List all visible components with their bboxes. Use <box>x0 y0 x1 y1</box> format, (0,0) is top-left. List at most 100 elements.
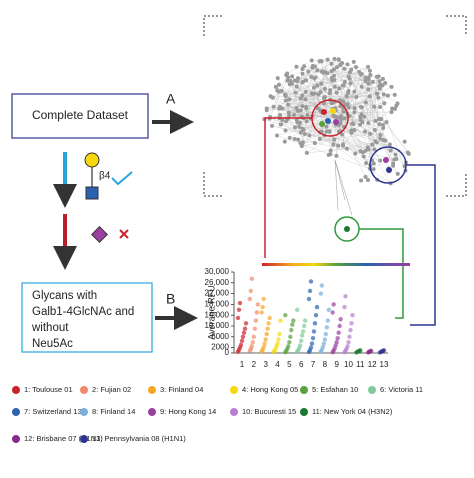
network-node <box>344 146 349 151</box>
network-node <box>346 74 351 79</box>
network-node <box>367 68 372 73</box>
network-node <box>351 59 356 64</box>
network-node <box>387 142 392 147</box>
data-point <box>235 315 241 321</box>
network-edge <box>327 59 395 160</box>
network-node <box>363 129 368 134</box>
network-node <box>360 120 365 125</box>
filtered-box <box>21 282 153 353</box>
x-tick-label: 6 <box>299 360 304 369</box>
network-node <box>303 97 308 102</box>
network-node <box>332 84 337 89</box>
legend-label: 5: Esfahan 10 <box>312 385 358 394</box>
network-node <box>304 106 309 111</box>
network-node <box>304 119 309 124</box>
network-node <box>336 115 341 120</box>
network-node <box>300 140 305 145</box>
legend-swatch <box>148 408 156 416</box>
y-tick-label: 14,000 <box>205 310 230 319</box>
data-point <box>259 310 264 315</box>
network-node <box>301 127 306 132</box>
network-node <box>352 128 357 133</box>
network-node <box>286 75 291 80</box>
network-node <box>368 131 373 136</box>
network-node <box>294 106 299 111</box>
network-node <box>294 84 299 89</box>
network-node <box>349 67 354 72</box>
network-node <box>295 120 300 125</box>
network-node <box>337 86 342 91</box>
network-edge <box>330 89 355 109</box>
network-node <box>321 96 326 101</box>
data-point <box>326 307 332 312</box>
network-node <box>348 81 353 86</box>
network-node <box>292 78 297 83</box>
legend-label: 2: Fujian 02 <box>92 385 131 394</box>
legend-swatch <box>230 408 238 416</box>
legend-swatch <box>368 386 376 394</box>
data-point <box>314 304 320 310</box>
network-edge <box>334 159 346 201</box>
y-axis-label: Average RFU <box>206 285 216 339</box>
network-node <box>338 121 343 126</box>
network-node <box>282 139 287 144</box>
network-node <box>277 105 282 110</box>
data-point <box>247 296 253 302</box>
network-node <box>294 64 299 69</box>
data-point <box>311 329 317 334</box>
network-edge <box>314 78 366 177</box>
network-edge <box>323 71 391 184</box>
network-node <box>377 83 382 88</box>
network-node <box>287 97 292 102</box>
network-node <box>366 64 371 69</box>
data-point <box>301 323 307 329</box>
network-node <box>341 143 346 148</box>
data-point <box>264 331 269 337</box>
network-node <box>287 113 292 118</box>
network-node <box>383 80 388 85</box>
data-point <box>320 344 326 350</box>
data-point <box>345 344 350 349</box>
legend-swatch <box>230 386 238 394</box>
network-node <box>377 79 382 84</box>
data-point <box>251 334 257 339</box>
network-node <box>378 136 383 141</box>
network-node <box>376 117 381 122</box>
network-node <box>325 57 330 62</box>
network-node <box>268 94 273 99</box>
glcnac-icon <box>85 186 99 200</box>
color-bar <box>262 263 410 266</box>
network-edge <box>284 94 336 118</box>
network-edge <box>282 108 298 111</box>
network-node <box>366 178 371 183</box>
network-node <box>334 153 339 158</box>
network-node <box>351 122 356 127</box>
neu5ac-icon <box>91 226 108 243</box>
network-edge <box>285 71 332 122</box>
network-node <box>363 75 368 80</box>
data-point <box>276 337 281 342</box>
network-node <box>275 88 280 93</box>
network-edge <box>347 64 370 71</box>
network-node <box>406 151 411 156</box>
network-node <box>392 92 397 97</box>
network-node <box>363 174 368 179</box>
network-node <box>331 67 336 72</box>
data-point <box>324 325 330 330</box>
network-node <box>373 118 378 123</box>
data-point <box>308 279 314 284</box>
network-node <box>264 108 269 113</box>
data-point <box>342 304 347 310</box>
network-node <box>287 135 292 140</box>
network-node <box>290 74 295 79</box>
network-node <box>313 75 318 80</box>
network-node <box>385 93 390 98</box>
network-node <box>332 137 337 142</box>
y-tick-label: 18,000 <box>205 300 230 309</box>
connectors <box>264 117 436 326</box>
network-node <box>361 154 366 159</box>
network-node <box>300 80 305 85</box>
legend-swatch <box>80 408 88 416</box>
network-node <box>368 72 373 77</box>
data-point <box>255 302 261 307</box>
